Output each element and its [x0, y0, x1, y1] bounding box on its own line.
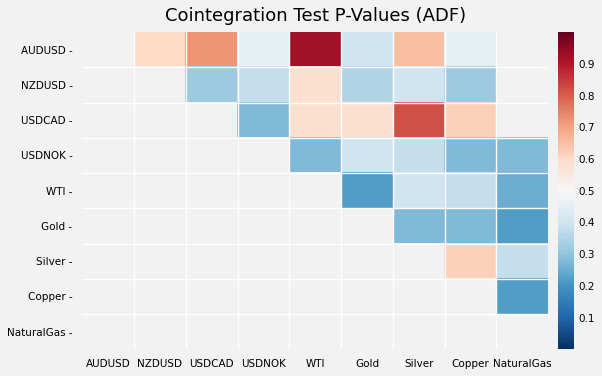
Title: Cointegration Test P-Values (ADF): Cointegration Test P-Values (ADF) [165, 7, 466, 25]
